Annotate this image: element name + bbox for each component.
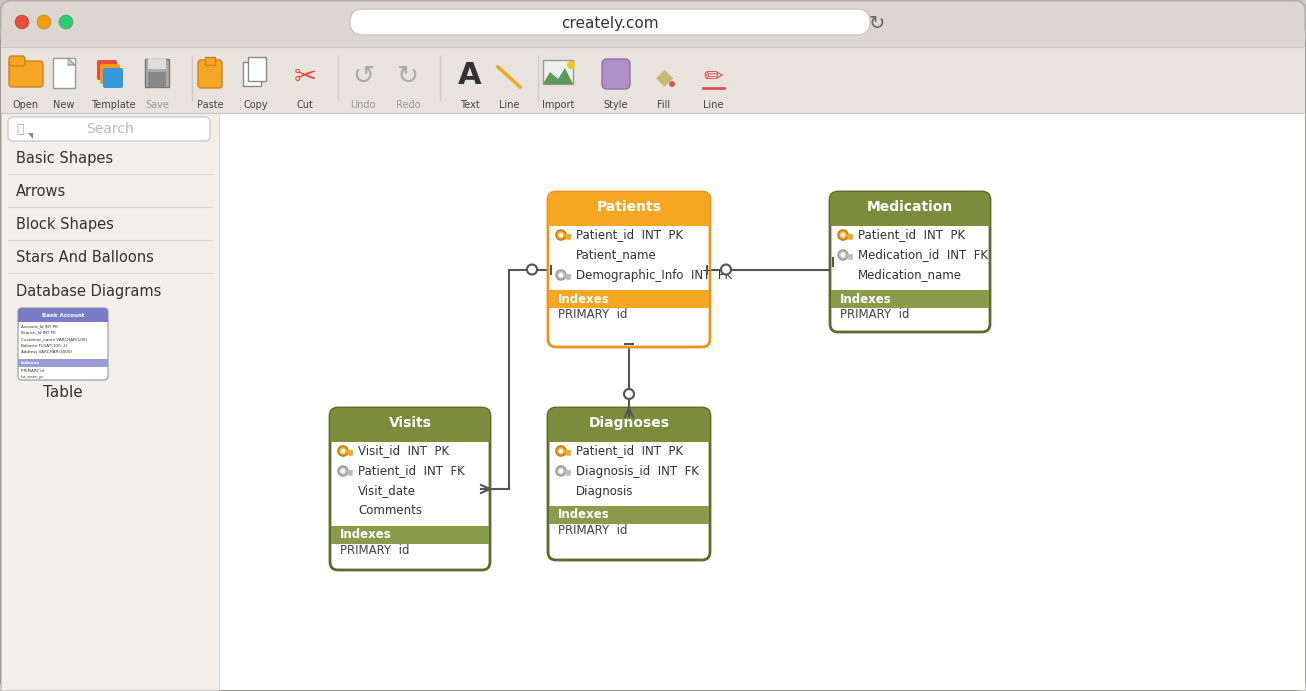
Text: A: A (458, 61, 482, 90)
Text: ◆: ◆ (656, 67, 673, 87)
Text: 🔍: 🔍 (16, 122, 24, 135)
FancyBboxPatch shape (549, 192, 710, 347)
Text: Arrows: Arrows (16, 184, 67, 198)
Circle shape (341, 468, 346, 473)
FancyBboxPatch shape (18, 308, 108, 380)
Text: Demographic_Info  INT  FK: Demographic_Info INT FK (576, 269, 733, 281)
Text: Visit_id  INT  PK: Visit_id INT PK (358, 444, 449, 457)
Circle shape (841, 232, 845, 238)
Bar (330, 436, 490, 442)
Bar (148, 59, 166, 69)
Bar (1, 113, 219, 690)
Text: Account_Id INT PK: Account_Id INT PK (21, 324, 57, 328)
Text: Bank Account: Bank Account (42, 312, 84, 317)
Circle shape (338, 446, 347, 456)
Text: Indexes: Indexes (21, 361, 40, 364)
Text: Copy: Copy (244, 100, 268, 110)
Text: ✂: ✂ (294, 63, 316, 91)
Text: Visit_date: Visit_date (358, 484, 417, 498)
Bar (18, 316, 108, 322)
FancyBboxPatch shape (350, 9, 870, 35)
FancyBboxPatch shape (549, 192, 710, 226)
Text: ↻: ↻ (397, 64, 419, 90)
Text: Line: Line (703, 100, 724, 110)
Text: Template: Template (90, 100, 136, 110)
Text: ↺: ↺ (351, 64, 374, 90)
Bar (145, 59, 168, 87)
FancyBboxPatch shape (199, 60, 222, 88)
FancyBboxPatch shape (103, 68, 123, 88)
Text: Patient_id  INT  PK: Patient_id INT PK (576, 229, 683, 241)
Text: Int_note_yr: Int_note_yr (21, 375, 44, 379)
Text: Medication_name: Medication_name (858, 269, 963, 281)
Text: Table: Table (43, 384, 82, 399)
FancyBboxPatch shape (9, 56, 25, 66)
FancyBboxPatch shape (101, 64, 120, 84)
Text: Visits: Visits (389, 416, 431, 430)
Polygon shape (27, 133, 33, 139)
Text: Diagnosis_id  INT  FK: Diagnosis_id INT FK (576, 464, 699, 477)
Bar (248, 57, 266, 81)
Circle shape (559, 448, 563, 453)
Text: Medication_id  INT  FK: Medication_id INT FK (858, 249, 989, 261)
Circle shape (556, 270, 565, 280)
Circle shape (838, 250, 848, 260)
Text: Style: Style (603, 100, 628, 110)
Text: Block Shapes: Block Shapes (16, 216, 114, 231)
Text: New: New (54, 100, 74, 110)
Text: Diagnoses: Diagnoses (589, 416, 670, 430)
FancyBboxPatch shape (831, 192, 990, 226)
Text: Text: Text (460, 100, 479, 110)
Text: Comments: Comments (358, 504, 422, 518)
Circle shape (37, 15, 51, 29)
Bar (1, 47, 1305, 113)
Text: ↻: ↻ (868, 14, 885, 32)
Text: Indexes: Indexes (340, 529, 392, 542)
Text: Search: Search (86, 122, 135, 136)
Bar (148, 72, 166, 87)
Text: Redo: Redo (396, 100, 421, 110)
FancyBboxPatch shape (330, 408, 490, 442)
FancyBboxPatch shape (602, 59, 629, 89)
Text: Customer_name VARCHAR(100): Customer_name VARCHAR(100) (21, 337, 88, 341)
FancyBboxPatch shape (831, 192, 990, 332)
Circle shape (338, 466, 347, 476)
Text: Save: Save (145, 100, 168, 110)
Circle shape (624, 389, 633, 399)
Bar (243, 62, 261, 86)
Circle shape (567, 61, 575, 69)
Text: Indexes: Indexes (840, 292, 892, 305)
Text: Import: Import (542, 100, 575, 110)
Bar (18, 359, 108, 366)
FancyBboxPatch shape (330, 408, 490, 570)
Polygon shape (543, 68, 573, 84)
Bar (54, 58, 74, 88)
Text: Open: Open (13, 100, 39, 110)
Circle shape (59, 15, 73, 29)
FancyBboxPatch shape (549, 408, 710, 442)
Bar (543, 60, 573, 84)
Circle shape (556, 466, 565, 476)
Text: Patient_id  INT  PK: Patient_id INT PK (576, 444, 683, 457)
Circle shape (528, 265, 537, 274)
Text: Address VARCHAR(3000): Address VARCHAR(3000) (21, 350, 72, 354)
Circle shape (14, 15, 29, 29)
Circle shape (559, 468, 563, 473)
Text: PRIMARY  id: PRIMARY id (840, 307, 909, 321)
Bar (831, 290, 989, 308)
Bar (549, 436, 710, 442)
FancyBboxPatch shape (97, 60, 118, 80)
Bar (1, 30, 1305, 48)
Text: Indexes: Indexes (558, 292, 610, 305)
Text: Branch_Id INT FK: Branch_Id INT FK (21, 330, 56, 334)
Text: Diagnosis: Diagnosis (576, 484, 633, 498)
Bar (219, 113, 1305, 690)
Text: Medication: Medication (867, 200, 953, 214)
Circle shape (559, 272, 563, 278)
Text: PRIMARY  id: PRIMARY id (558, 524, 627, 536)
Circle shape (556, 446, 565, 456)
Text: Basic Shapes: Basic Shapes (16, 151, 114, 166)
Text: Stars And Balloons: Stars And Balloons (16, 249, 154, 265)
Bar (831, 220, 990, 226)
